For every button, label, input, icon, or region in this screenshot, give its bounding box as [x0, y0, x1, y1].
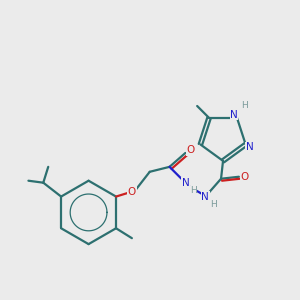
- Text: N: N: [182, 178, 189, 188]
- Text: N: N: [230, 110, 238, 120]
- Text: O: O: [241, 172, 249, 182]
- Text: H: H: [210, 200, 217, 209]
- Text: O: O: [186, 145, 194, 155]
- Text: H: H: [242, 101, 248, 110]
- Text: H: H: [190, 186, 197, 195]
- Text: O: O: [128, 187, 136, 196]
- Text: N: N: [246, 142, 254, 152]
- Text: N: N: [201, 192, 209, 202]
